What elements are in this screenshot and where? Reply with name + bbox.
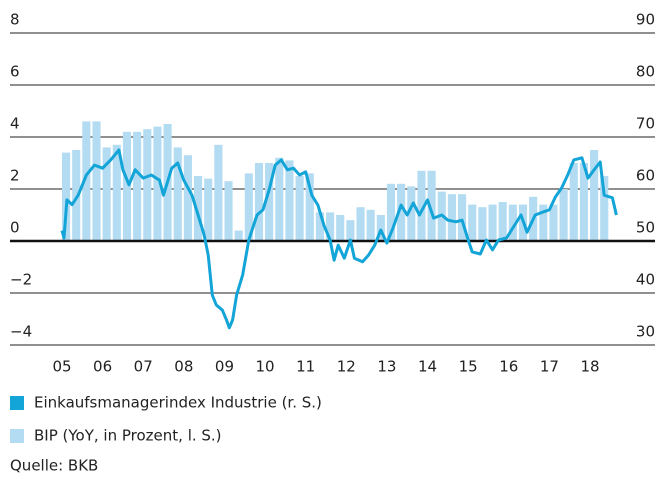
bar: [579, 163, 588, 241]
bar: [295, 176, 304, 241]
bar: [488, 204, 497, 241]
bar: [336, 215, 345, 241]
bar: [559, 189, 568, 241]
bar: [265, 163, 274, 241]
bar: [508, 204, 517, 241]
bar: [153, 126, 162, 241]
bar: [397, 183, 406, 241]
x-tick-label: 14: [418, 358, 437, 376]
bar: [498, 202, 507, 241]
y-tick-label: 0: [10, 219, 20, 237]
x-tick-label: 18: [580, 358, 599, 376]
y2-tick-label: 70: [636, 115, 655, 133]
y-tick-label: 2: [10, 167, 20, 185]
bar: [193, 176, 203, 241]
x-tick-label: 06: [93, 358, 112, 376]
x-tick-label: 09: [215, 358, 234, 376]
bar: [315, 212, 324, 241]
bar: [427, 170, 436, 241]
x-tick-label: 08: [174, 358, 193, 376]
bar: [549, 204, 558, 241]
y-tick-label: 6: [10, 63, 20, 81]
legend-label: BIP (YoY, in Prozent, l. S.): [34, 427, 222, 445]
y2-tick-label: 80: [636, 63, 655, 81]
bar: [72, 150, 81, 241]
bar: [305, 173, 314, 241]
bar: [326, 212, 335, 241]
legend-swatch: [10, 396, 24, 410]
bar: [183, 155, 192, 241]
x-tick-label: 13: [377, 358, 396, 376]
bar: [569, 163, 578, 241]
bar: [386, 183, 396, 241]
y2-tick-label: 30: [636, 323, 655, 341]
bar: [275, 157, 284, 241]
legend-swatch: [10, 429, 24, 443]
bar: [407, 186, 416, 241]
x-tick-label: 10: [256, 358, 275, 376]
bar: [122, 131, 132, 241]
x-tick-label: 11: [296, 358, 315, 376]
x-tick-label: 05: [52, 358, 71, 376]
bar: [234, 230, 243, 241]
x-tick-label: 17: [540, 358, 559, 376]
y2-tick-label: 90: [636, 11, 655, 29]
bar: [214, 144, 223, 241]
bar: [92, 121, 101, 241]
bar: [112, 144, 121, 241]
bar: [133, 131, 142, 241]
bar: [447, 194, 456, 241]
bar: [590, 150, 599, 241]
bar: [102, 147, 111, 241]
bar: [539, 204, 548, 241]
bar: [244, 173, 253, 241]
bar: [468, 204, 477, 241]
bar: [356, 207, 365, 241]
bar: [82, 121, 91, 241]
y-tick-label: 8: [10, 11, 20, 29]
bar: [173, 147, 182, 241]
x-tick-label: 07: [134, 358, 153, 376]
bar: [417, 170, 426, 241]
bar: [376, 215, 385, 241]
bar: [143, 129, 152, 241]
bar: [254, 163, 264, 241]
y2-tick-label: 60: [636, 167, 655, 185]
bar: [346, 220, 355, 241]
x-tick-label: 16: [499, 358, 518, 376]
y2-tick-label: 40: [636, 271, 655, 289]
y-tick-label: −2: [10, 271, 32, 289]
bar: [600, 176, 609, 241]
bar: [204, 178, 213, 241]
x-tick-label: 15: [459, 358, 478, 376]
bar: [478, 207, 487, 241]
bar: [61, 152, 71, 241]
y2-tick-label: 50: [636, 219, 655, 237]
y-tick-label: −4: [10, 323, 32, 341]
legend-label: Einkaufsmanagerindex Industrie (r. S.): [34, 394, 322, 412]
y-tick-label: 4: [10, 115, 20, 133]
bar: [458, 194, 467, 241]
source: Quelle: BKB: [10, 457, 98, 475]
x-tick-label: 12: [337, 358, 356, 376]
bar: [224, 181, 233, 241]
line: [60, 148, 618, 330]
bar: [366, 209, 375, 241]
bar: [285, 160, 294, 241]
